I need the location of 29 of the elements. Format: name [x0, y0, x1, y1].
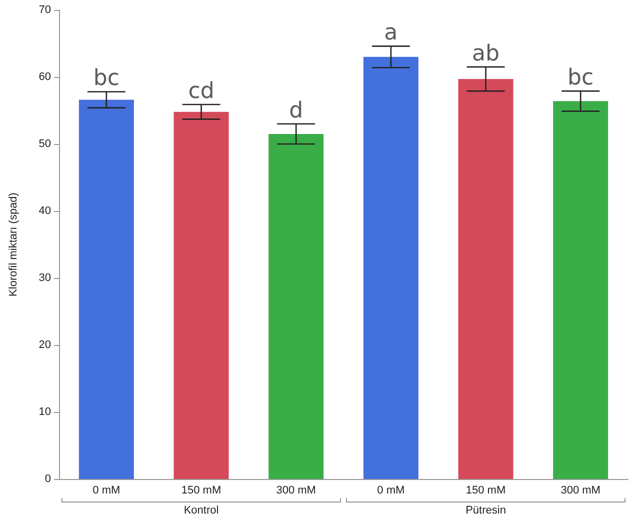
x-tick-label: 300 mM: [276, 484, 316, 496]
y-tick-label: 70: [38, 4, 51, 16]
bar: [553, 101, 608, 479]
data-label: bc: [568, 66, 594, 91]
y-tick-label: 30: [38, 272, 51, 284]
y-tick-label: 10: [38, 406, 51, 418]
text: Kontrol: [184, 504, 219, 516]
bar: [174, 112, 229, 479]
text: Pütresin: [466, 504, 506, 516]
data-label: bc: [93, 66, 120, 92]
y-tick-label: 40: [38, 205, 51, 217]
y-tick-label: 60: [38, 71, 51, 83]
data-label: ab: [472, 41, 500, 66]
x-tick-label: 150 mM: [466, 484, 506, 496]
y-axis-title: Klorofil miktarı (spad): [8, 192, 20, 296]
y-tick-label: 20: [38, 339, 51, 351]
y-tick-label: 50: [38, 138, 51, 150]
data-label: cd: [188, 78, 214, 104]
data-label: a: [384, 20, 398, 46]
x-tick-label: 0 mM: [377, 484, 405, 496]
bar: [363, 56, 418, 479]
bar: [268, 134, 324, 479]
bar: [458, 79, 514, 479]
data-label: d: [289, 98, 304, 124]
y-tick-label: 0: [44, 473, 51, 485]
x-tick-label: 300 mM: [560, 484, 600, 496]
x-tick-label: 150 mM: [181, 484, 222, 496]
bar: [78, 100, 134, 479]
x-tick-label: 0 mM: [92, 484, 120, 496]
